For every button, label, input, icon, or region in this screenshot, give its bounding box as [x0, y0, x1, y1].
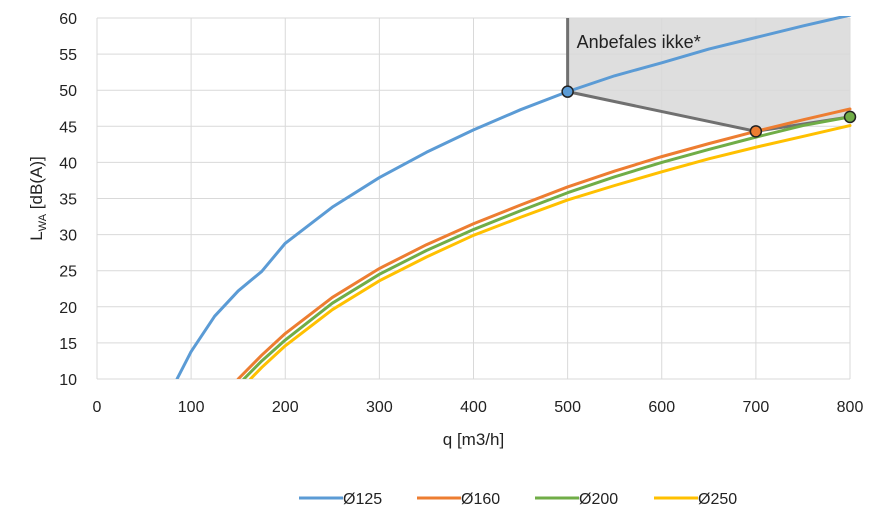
y-tick-label-8: 50: [59, 83, 77, 100]
legend-label-0: Ø125: [343, 491, 382, 508]
x-tick-label-6: 600: [648, 399, 675, 416]
y-axis-title-rest: [dB(A)]: [27, 156, 46, 214]
y-axis-title-sub: WA: [37, 213, 49, 231]
y-tick-label-6: 40: [59, 155, 77, 172]
y-tick-label-4: 30: [59, 228, 77, 245]
y-tick-label-10: 60: [59, 11, 77, 28]
series-line-1: [236, 107, 852, 379]
x-tick-label-7: 700: [743, 399, 770, 416]
y-tick-label-0: 10: [59, 372, 77, 389]
x-tick-label-1: 100: [178, 399, 205, 416]
y-tick-label-1: 15: [59, 336, 77, 353]
legend-label-3: Ø250: [698, 491, 737, 508]
legend-label-2: Ø200: [579, 491, 618, 508]
series-line-3: [248, 124, 852, 379]
data-marker-1: [749, 125, 763, 138]
y-tick-label-5: 35: [59, 192, 77, 209]
x-tick-label-5: 500: [554, 399, 581, 416]
y-axis-title: LWA [dB(A)]: [27, 156, 49, 240]
legend-label-1: Ø160: [461, 491, 500, 508]
x-tick-label-8: 800: [837, 399, 864, 416]
x-tick-label-3: 300: [366, 399, 393, 416]
x-tick-label-4: 400: [460, 399, 487, 416]
x-tick-label-2: 200: [272, 399, 299, 416]
series-line-2: [242, 115, 852, 379]
y-tick-label-9: 55: [59, 47, 77, 64]
region-label: Anbefales ikke*: [577, 32, 701, 52]
x-axis-title: q [m3/h]: [443, 430, 504, 449]
y-axis-title-main: L: [27, 231, 46, 240]
y-tick-label-3: 25: [59, 264, 77, 281]
shaded-region: [567, 18, 850, 132]
data-marker-0: [561, 85, 574, 98]
y-tick-label-7: 45: [59, 119, 77, 136]
x-tick-label-0: 0: [93, 399, 102, 416]
series-line-0: [175, 16, 852, 379]
y-tick-label-2: 20: [59, 300, 77, 317]
data-marker-2: [843, 110, 857, 124]
